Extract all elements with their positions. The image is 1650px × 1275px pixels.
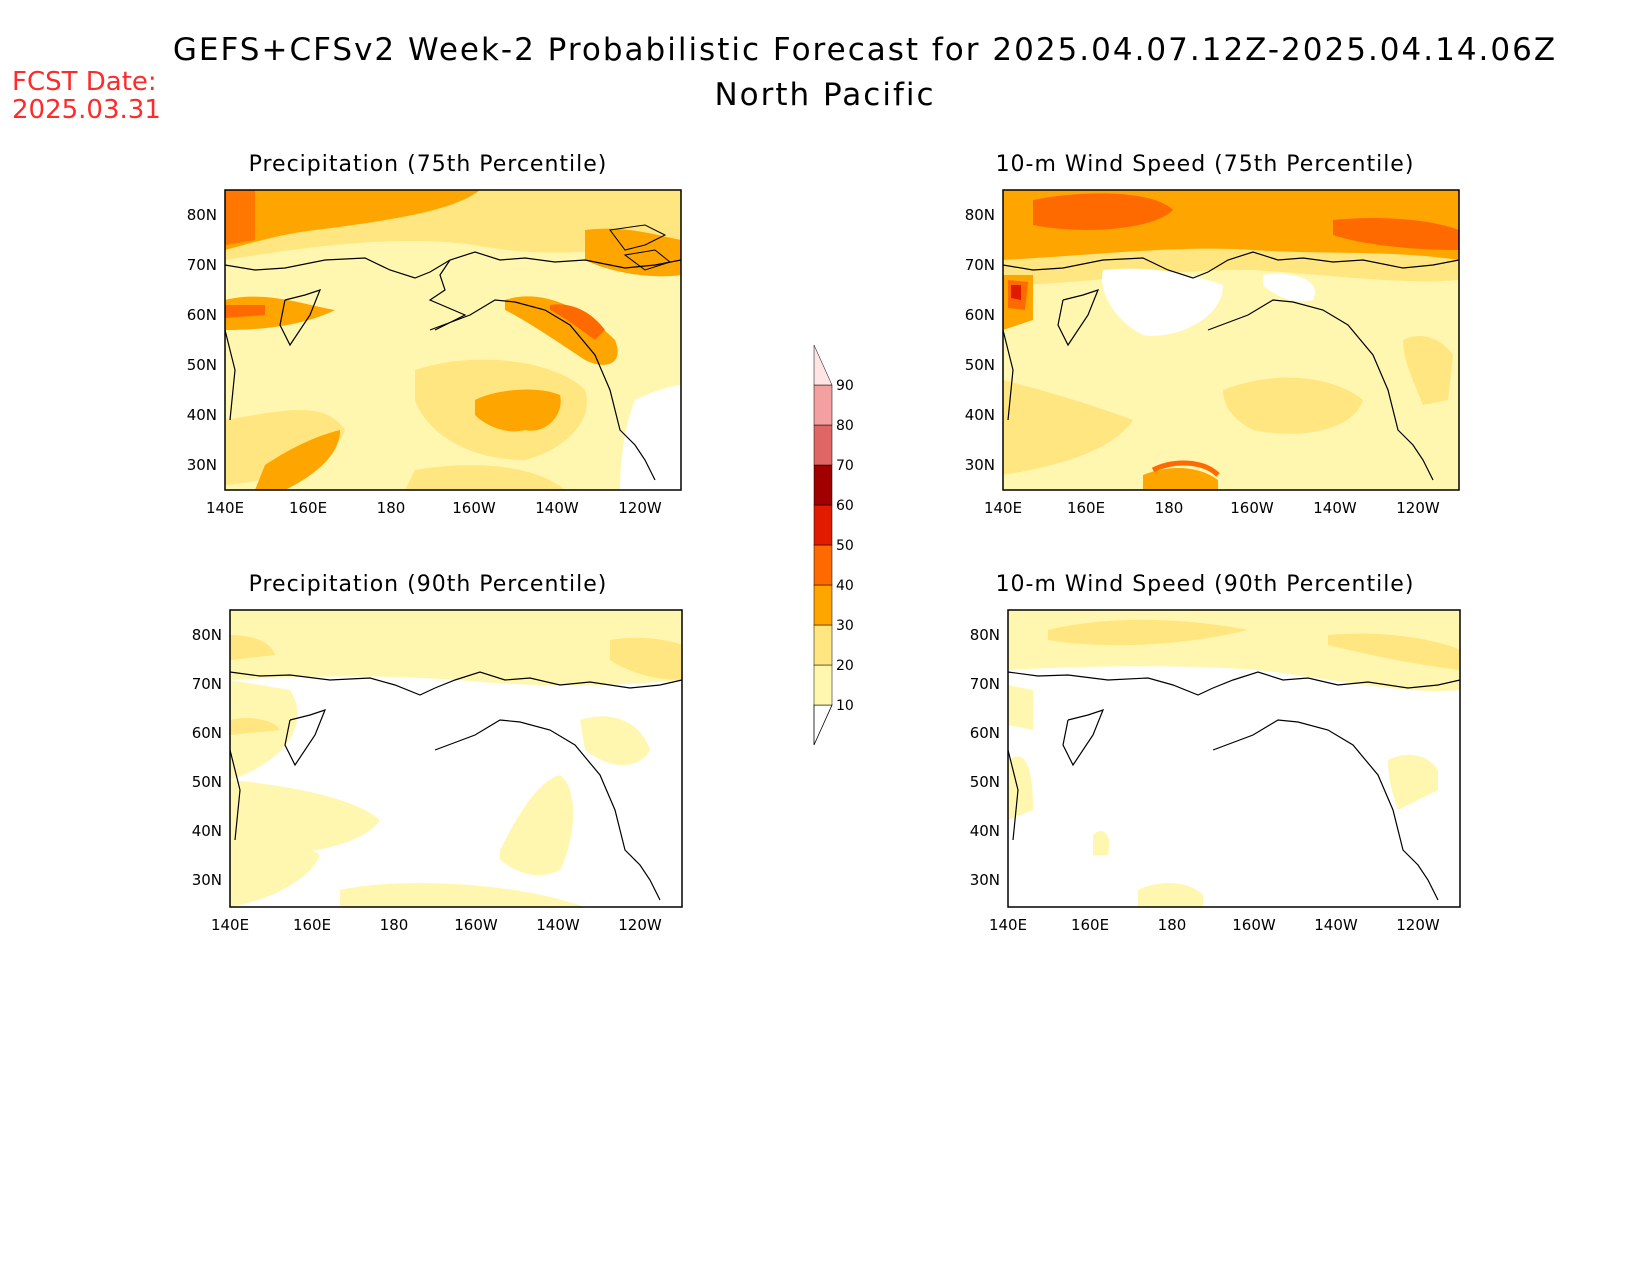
colorbar-label: 50 [836, 538, 854, 554]
tick-label: 30N [965, 456, 995, 474]
colorbar: 10 20 30 40 50 60 70 80 90 [813, 344, 854, 746]
colorbar-segment [813, 624, 833, 666]
colorbar-segment [813, 504, 833, 546]
tick-label: 80N [192, 626, 222, 644]
colorbar-segment [813, 464, 833, 506]
tick-label: 80N [965, 206, 995, 224]
tick-label: 30N [970, 871, 1000, 889]
colorbar-label: 40 [836, 578, 854, 594]
forecast-date-value: 2025.03.31 [12, 95, 161, 125]
map-wind90: 140E 160E 180 160W 140W 120W 80N 70N 60N… [970, 609, 1461, 934]
x-axis-ticks: 140E 160E 180 160W 140W 120W [206, 499, 662, 517]
tick-label: 160W [1232, 916, 1276, 934]
tick-label: 120W [1396, 916, 1440, 934]
colorbar-label: 70 [836, 458, 854, 474]
tick-label: 40N [192, 822, 222, 840]
colorbar-label: 80 [836, 418, 854, 434]
y-axis-ticks: 80N 70N 60N 50N 40N 30N [187, 206, 217, 474]
tick-label: 180 [1158, 916, 1187, 934]
colorbar-label: 10 [836, 698, 854, 714]
tick-label: 80N [970, 626, 1000, 644]
colorbar-label: 60 [836, 498, 854, 514]
tick-label: 140W [535, 499, 579, 517]
tick-label: 140E [206, 499, 244, 517]
tick-label: 40N [965, 406, 995, 424]
colorbar-bottom-cap [813, 704, 833, 746]
tick-label: 50N [187, 356, 217, 374]
tick-label: 70N [970, 675, 1000, 693]
y-axis-ticks: 80N 70N 60N 50N 40N 30N [970, 626, 1000, 889]
tick-label: 160E [293, 916, 331, 934]
tick-label: 50N [965, 356, 995, 374]
tick-label: 160W [454, 916, 498, 934]
tick-label: 160W [452, 499, 496, 517]
tick-label: 60N [965, 306, 995, 324]
tick-label: 160E [1071, 916, 1109, 934]
tick-label: 180 [1155, 499, 1184, 517]
y-axis-ticks: 80N 70N 60N 50N 40N 30N [965, 206, 995, 474]
tick-label: 140E [989, 916, 1027, 934]
tick-label: 60N [187, 306, 217, 324]
map-precip75: 140E 160E 180 160W 140W 120W 80N 70N 60N… [187, 189, 682, 517]
tick-label: 160E [1067, 499, 1105, 517]
colorbar-segment [813, 384, 833, 426]
tick-label: 50N [970, 773, 1000, 791]
tick-label: 140W [536, 916, 580, 934]
tick-label: 40N [187, 406, 217, 424]
panel-title-wind90: 10-m Wind Speed (90th Percentile) [995, 572, 1415, 597]
panel-title-precip75: Precipitation (75th Percentile) [248, 152, 608, 177]
figure-title: GEFS+CFSv2 Week-2 Probabilistic Forecast… [172, 32, 1558, 68]
forecast-date-label: FCST Date: [12, 67, 157, 97]
tick-label: 120W [618, 916, 662, 934]
y-axis-ticks: 80N 70N 60N 50N 40N 30N [192, 626, 222, 889]
tick-label: 180 [380, 916, 409, 934]
figure-subtitle: North Pacific [714, 77, 936, 113]
colorbar-segment [813, 424, 833, 466]
tick-label: 70N [192, 675, 222, 693]
tick-label: 40N [970, 822, 1000, 840]
tick-label: 30N [192, 871, 222, 889]
tick-label: 180 [377, 499, 406, 517]
tick-label: 60N [970, 724, 1000, 742]
colorbar-segment [813, 544, 833, 586]
x-axis-ticks: 140E 160E 180 160W 140W 120W [211, 916, 662, 934]
tick-label: 70N [187, 256, 217, 274]
tick-label: 140W [1313, 499, 1357, 517]
tick-label: 70N [965, 256, 995, 274]
tick-label: 120W [1396, 499, 1440, 517]
colorbar-segment [813, 584, 833, 626]
map-wind75: 140E 160E 180 160W 140W 120W 80N 70N 60N… [965, 189, 1460, 517]
tick-label: 50N [192, 773, 222, 791]
tick-label: 140E [984, 499, 1022, 517]
tick-label: 120W [618, 499, 662, 517]
tick-label: 140E [211, 916, 249, 934]
tick-label: 160E [289, 499, 327, 517]
colorbar-label: 20 [836, 658, 854, 674]
colorbar-segment [813, 344, 833, 386]
x-axis-ticks: 140E 160E 180 160W 140W 120W [989, 916, 1440, 934]
colorbar-label: 90 [836, 378, 854, 394]
tick-label: 60N [192, 724, 222, 742]
map-precip90: 140E 160E 180 160W 140W 120W 80N 70N 60N… [192, 609, 683, 934]
tick-label: 160W [1230, 499, 1274, 517]
colorbar-segment [813, 664, 833, 706]
panel-title-wind75: 10-m Wind Speed (75th Percentile) [995, 152, 1415, 177]
tick-label: 80N [187, 206, 217, 224]
tick-label: 140W [1314, 916, 1358, 934]
tick-label: 30N [187, 456, 217, 474]
colorbar-label: 30 [836, 618, 854, 634]
panel-title-precip90: Precipitation (90th Percentile) [248, 572, 608, 597]
x-axis-ticks: 140E 160E 180 160W 140W 120W [984, 499, 1440, 517]
